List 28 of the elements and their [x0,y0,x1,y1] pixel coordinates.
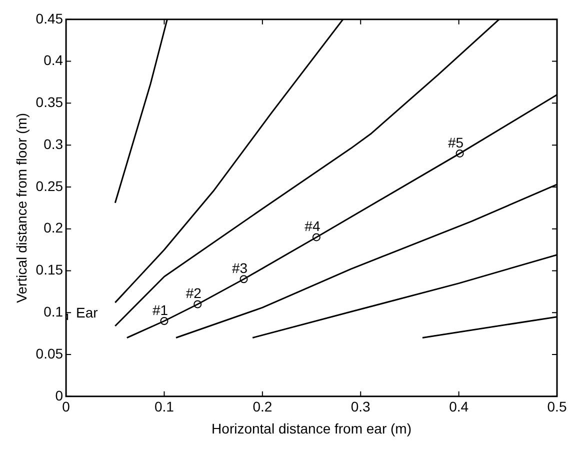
x-tick-label: 0.5 [547,398,567,415]
y-axis-title: Vertical distance from floor (m) [13,112,30,303]
annotation: #2 [186,285,202,302]
x-tick-label: 0.1 [154,398,174,415]
y-tick-label: 0.15 [36,262,64,278]
x-tick-label: 0.3 [350,398,371,415]
y-tick-label: 0.05 [36,345,64,362]
point [456,149,464,158]
annotation: #1 [152,302,168,318]
x-axis-title: Horizontal distance from ear (m) [212,420,412,436]
annotation: #5 [448,134,464,150]
point [194,300,202,308]
point [160,317,168,325]
y-tick-label: 0.35 [36,94,64,110]
annotation: #4 [304,218,320,234]
x-tick-label: 0.4 [449,398,469,415]
y-tick-label: 0.1 [44,303,64,320]
y-tick-label: 0.25 [36,178,64,194]
y-tick-label: 0.45 [36,10,64,26]
annotation: #3 [232,260,248,276]
point [240,275,248,284]
y-tick-label: 0.2 [44,220,64,236]
point [312,233,320,242]
y-tick-label: 0.3 [44,136,64,152]
y-tick-label: 0 [55,387,64,404]
x-tick-label: 0.2 [252,398,272,415]
y-tick-label: 0.4 [44,52,64,68]
annotation: Ear [76,304,98,321]
